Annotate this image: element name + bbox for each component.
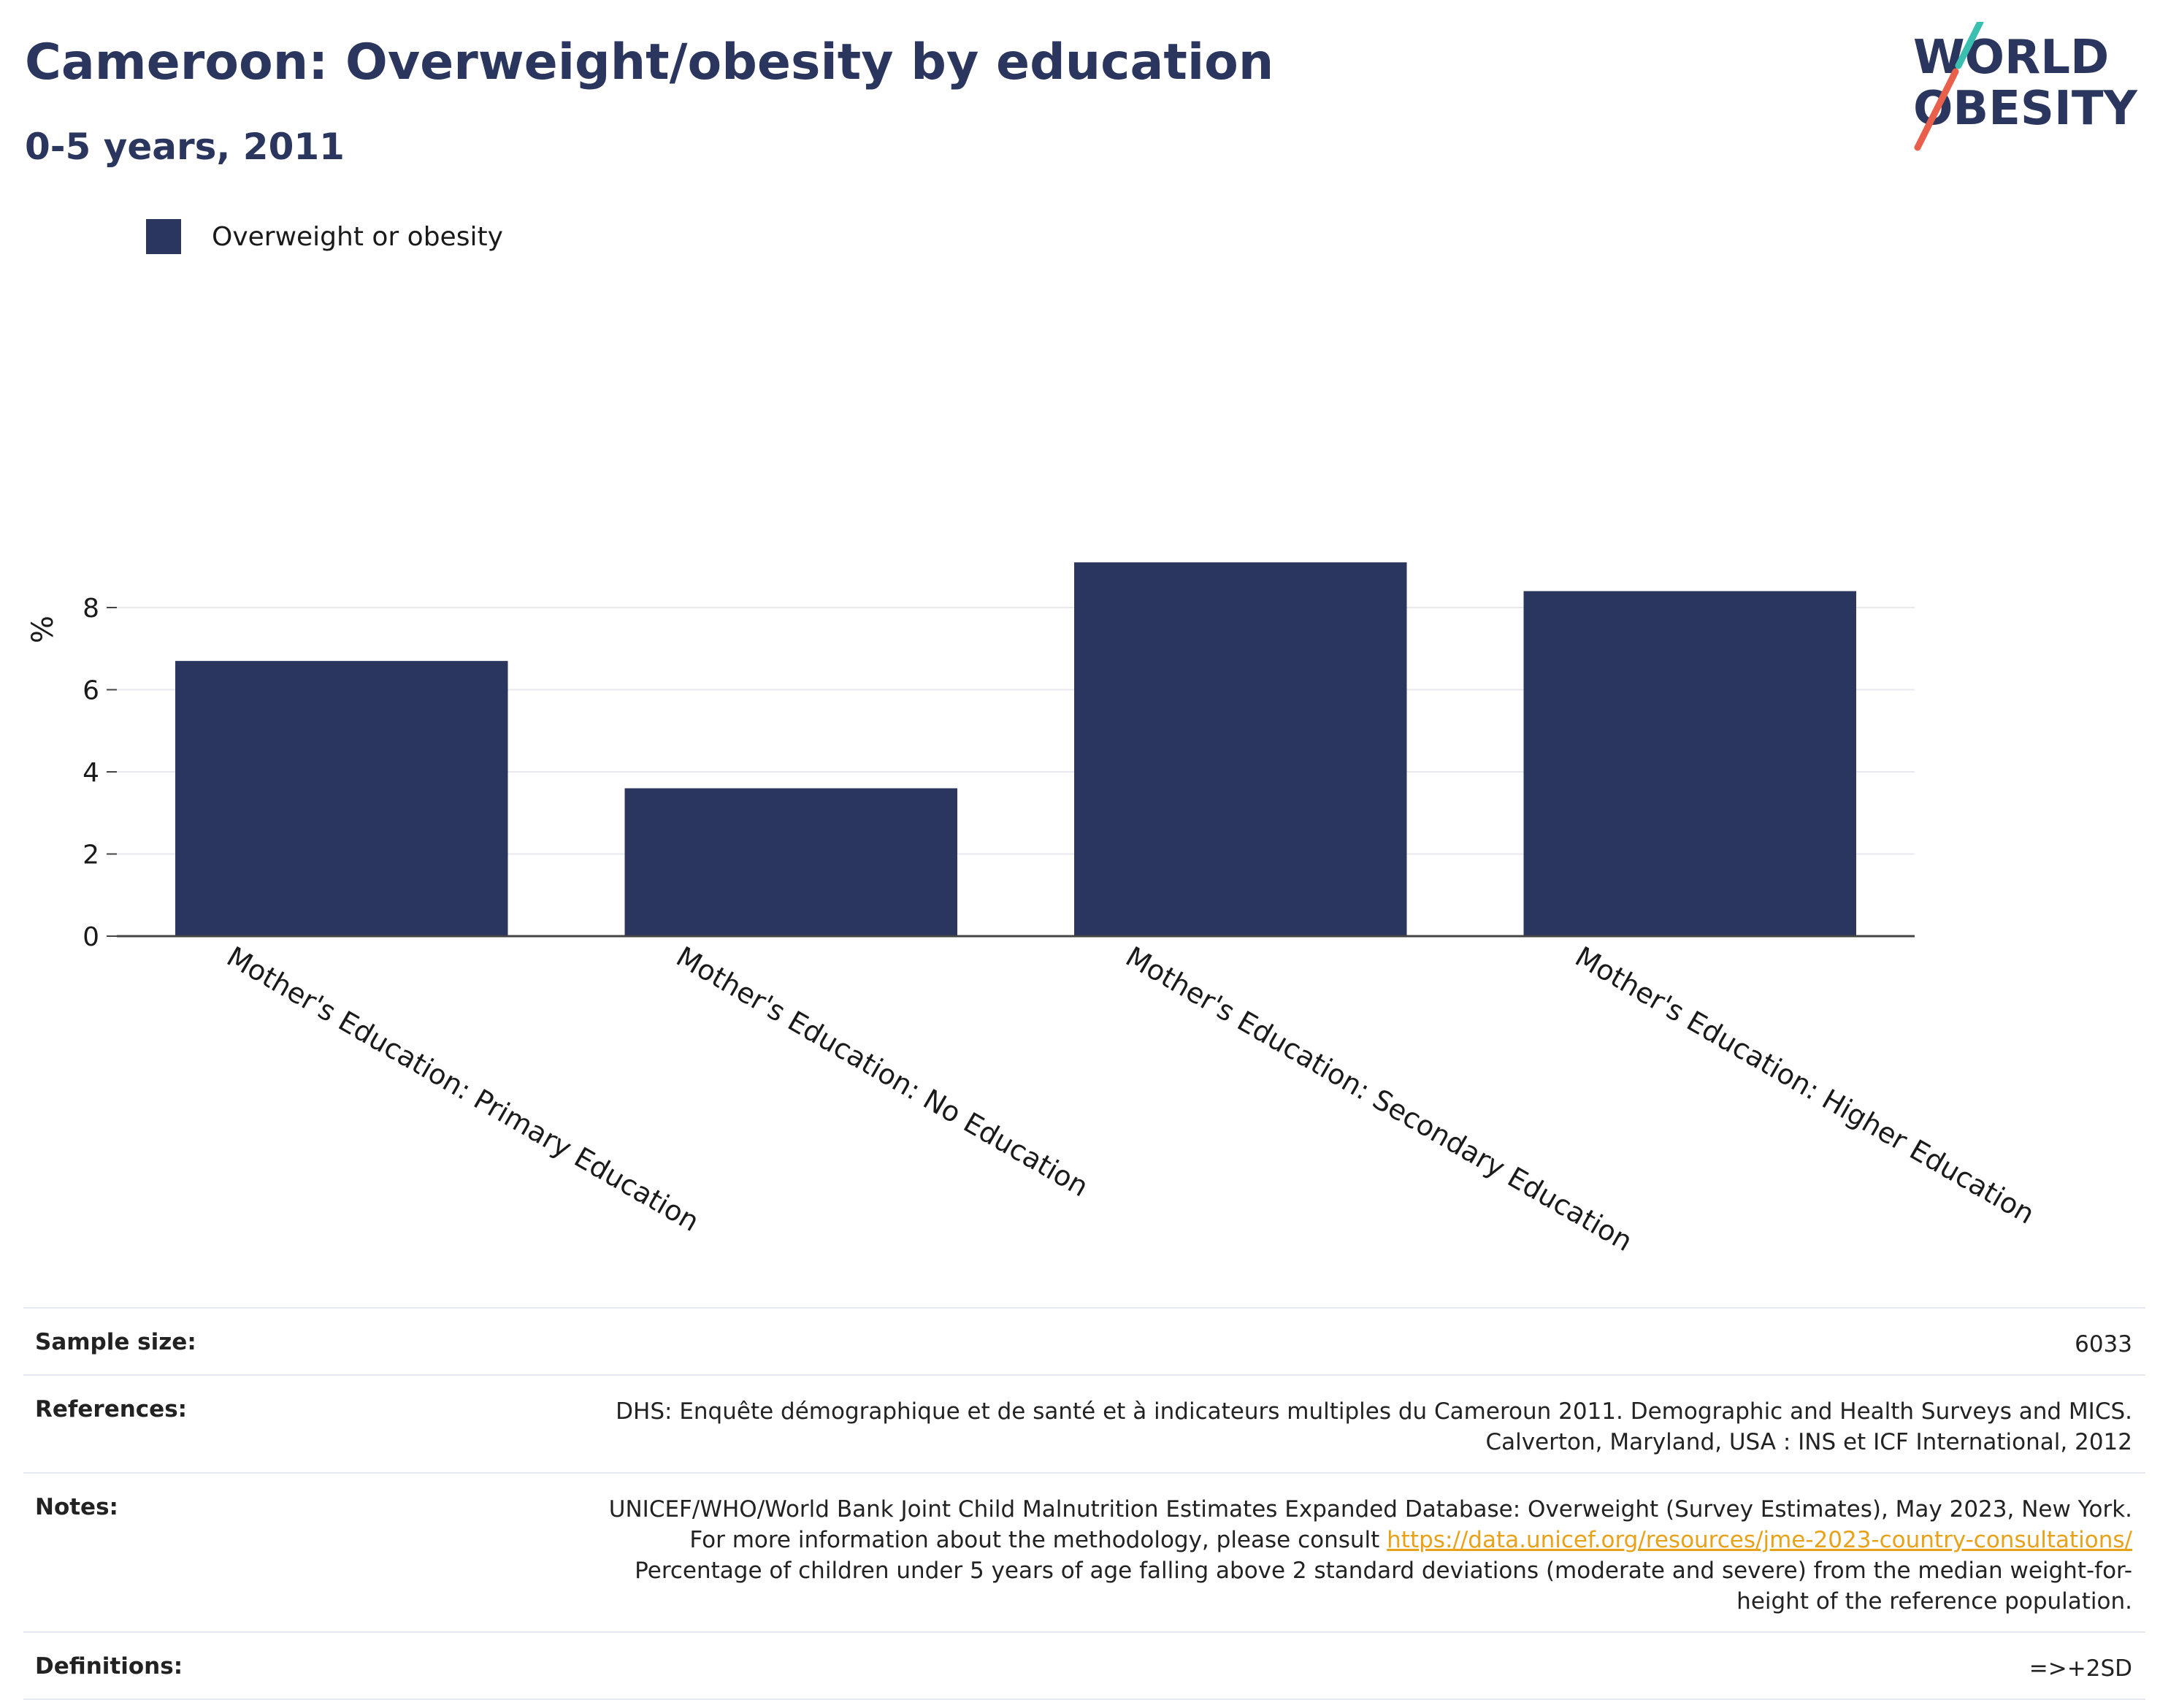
definitions-label: Definitions: bbox=[35, 1653, 183, 1680]
y-axis-label: % bbox=[26, 616, 60, 643]
references-value: DHS: Enquête démographique et de santé e… bbox=[616, 1398, 2132, 1455]
logo-slash-bottom bbox=[1914, 68, 1959, 151]
bar-chart: Overweight or obesity 0 2 4 6 8 % Mother's E… bbox=[26, 219, 2040, 1258]
bar[interactable] bbox=[1074, 562, 1407, 936]
y-axis-ticks: 0 2 4 6 8 bbox=[83, 594, 117, 952]
definitions-row: Definitions: =>+2SD bbox=[23, 1631, 2145, 1700]
logo-slash-top bbox=[1955, 22, 1984, 69]
notes-row: Notes: UNICEF/WHO/World Bank Joint Child… bbox=[23, 1472, 2145, 1631]
y-tick-label: 8 bbox=[83, 594, 99, 624]
notes-link[interactable]: https://data.unicef.org/resources/jme-20… bbox=[1387, 1527, 2132, 1553]
references-row: References: DHS: Enquête démographique e… bbox=[23, 1374, 2145, 1472]
legend: Overweight or obesity bbox=[146, 219, 503, 254]
x-tick-label: Mother's Education: No Education bbox=[671, 941, 1094, 1203]
notes-value: UNICEF/WHO/World Bank Joint Child Malnut… bbox=[599, 1494, 2132, 1617]
info-table: Sample size: 6033 References: DHS: Enquê… bbox=[23, 1307, 2145, 1700]
x-tick-label: Mother's Education: Higher Education bbox=[1570, 941, 2040, 1230]
notes-text-2: Percentage of children under 5 years of … bbox=[635, 1558, 2132, 1615]
notes-label: Notes: bbox=[35, 1494, 118, 1520]
legend-label: Overweight or obesity bbox=[212, 222, 503, 252]
bar[interactable] bbox=[624, 788, 957, 937]
bars bbox=[175, 562, 1856, 936]
bar[interactable] bbox=[175, 661, 508, 936]
y-tick-label: 2 bbox=[83, 840, 99, 870]
y-tick-label: 0 bbox=[83, 922, 99, 952]
x-axis-labels: Mother's Education: Primary EducationMot… bbox=[221, 941, 2040, 1258]
logo-word-world: WORLD bbox=[1913, 31, 2109, 85]
legend-swatch bbox=[146, 219, 181, 254]
logo-word-obesity: OBESITY bbox=[1913, 82, 2137, 136]
chart-subtitle: 0-5 years, 2011 bbox=[25, 126, 345, 168]
y-tick-label: 6 bbox=[83, 676, 99, 706]
sample-size-value: 6033 bbox=[2075, 1331, 2132, 1357]
x-tick-label: Mother's Education: Secondary Education bbox=[1120, 941, 1638, 1258]
chart-title: Cameroon: Overweight/obesity by educatio… bbox=[25, 34, 1274, 91]
references-label: References: bbox=[35, 1396, 188, 1422]
bar[interactable] bbox=[1523, 591, 1856, 937]
x-tick-label: Mother's Education: Primary Education bbox=[221, 941, 705, 1238]
sample-size-label: Sample size: bbox=[35, 1329, 196, 1355]
notes-text-1: UNICEF/WHO/World Bank Joint Child Malnut… bbox=[608, 1496, 2132, 1553]
definitions-value: =>+2SD bbox=[2029, 1655, 2132, 1682]
sample-size-row: Sample size: 6033 bbox=[23, 1307, 2145, 1374]
y-tick-label: 4 bbox=[83, 758, 99, 788]
world-obesity-logo: WORLD OBESITY bbox=[1913, 22, 2137, 151]
